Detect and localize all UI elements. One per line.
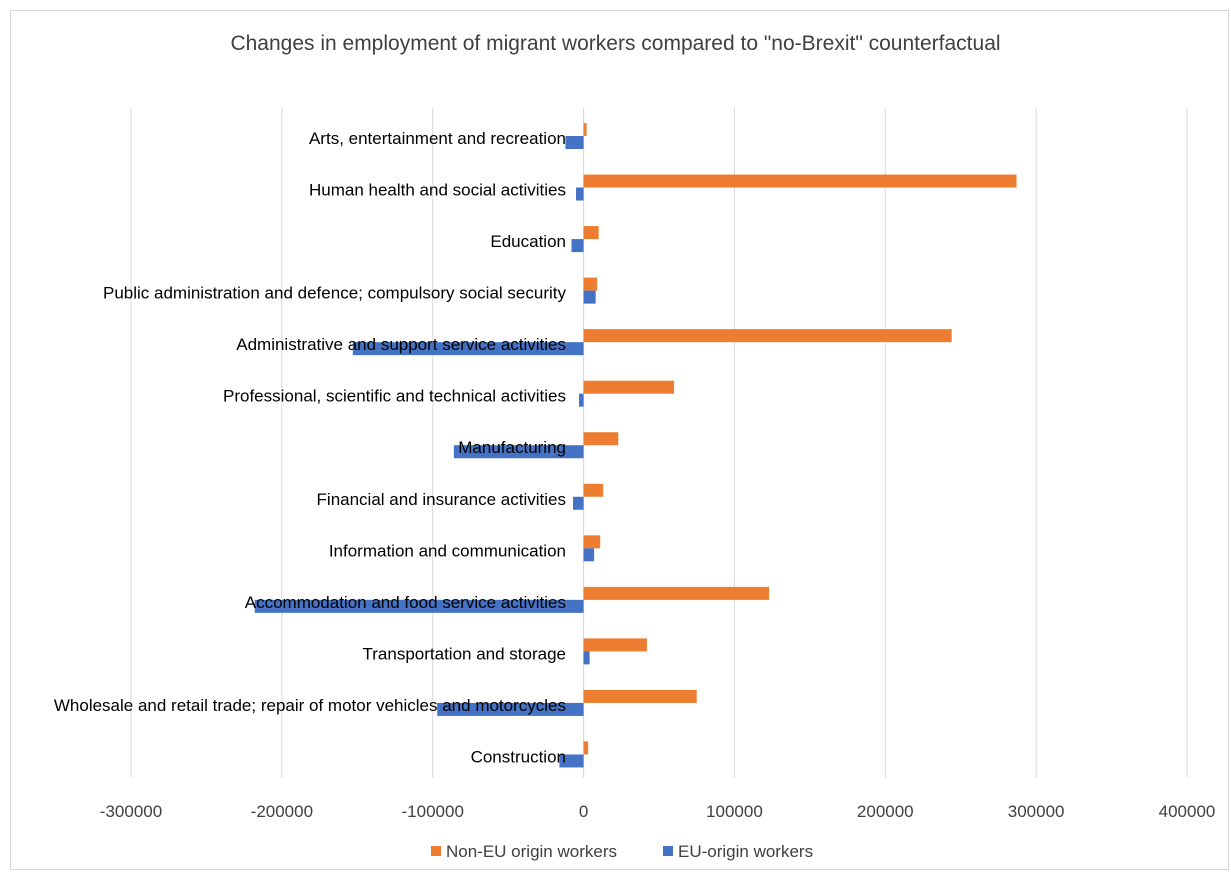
- eu-bar: [254, 599, 584, 613]
- non-eu-bar: [583, 174, 1017, 188]
- legend-label: EU-origin workers: [678, 842, 813, 861]
- category-labels: Arts, entertainment and recreation Human …: [54, 129, 567, 766]
- category-label: Administrative and support service activ…: [236, 335, 566, 354]
- bars: [254, 123, 1017, 768]
- eu-bar: [565, 136, 584, 149]
- category-label: Construction: [471, 747, 566, 766]
- x-tick-label: -100000: [402, 802, 464, 821]
- category-label: Public administration and defence; compu…: [103, 284, 567, 303]
- eu-bar: [583, 651, 590, 665]
- category-label: Accommodation and food service activitie…: [245, 593, 566, 612]
- non-eu-bar: [583, 483, 604, 497]
- category-label: Education: [490, 232, 566, 251]
- x-tick-label: 100000: [706, 802, 763, 821]
- category-label: Transportation and storage: [363, 644, 567, 663]
- eu-bar: [352, 342, 584, 356]
- eu-bar: [576, 187, 584, 201]
- eu-bar: [583, 548, 595, 562]
- category-label: Financial and insurance activities: [317, 490, 566, 509]
- x-axis-ticks: -300000 -200000 -100000 0 100000 200000 300000…: [100, 802, 1216, 821]
- eu-bar: [453, 445, 584, 459]
- legend-label: Non-EU origin workers: [446, 842, 617, 861]
- eu-bar: [583, 290, 596, 304]
- x-tick-label: 400000: [1159, 802, 1216, 821]
- non-eu-bar: [583, 277, 598, 291]
- non-eu-bar: [583, 689, 697, 703]
- eu-bar: [559, 754, 584, 768]
- category-label: Information and communication: [329, 541, 566, 560]
- category-label: Arts, entertainment and recreation: [309, 129, 566, 148]
- x-tick-label: -300000: [100, 802, 162, 821]
- x-tick-label: -200000: [251, 802, 313, 821]
- non-eu-bar: [583, 586, 770, 600]
- legend-swatch: [431, 846, 441, 856]
- non-eu-bar: [583, 741, 589, 755]
- chart-frame: [10, 10, 1229, 870]
- legend: Non-EU origin workers EU-origin workers: [431, 842, 813, 861]
- non-eu-bar: [583, 329, 952, 343]
- non-eu-bar: [583, 535, 601, 549]
- category-label: Wholesale and retail trade; repair of mo…: [54, 696, 566, 715]
- x-tick-label: 300000: [1008, 802, 1065, 821]
- x-tick-label: 0: [579, 802, 588, 821]
- eu-bar: [573, 496, 584, 510]
- eu-bar: [437, 702, 584, 716]
- category-label: Professional, scientific and technical a…: [223, 387, 566, 406]
- non-eu-bar: [583, 226, 599, 240]
- non-eu-bar: [583, 638, 647, 652]
- non-eu-bar: [583, 380, 675, 394]
- category-label: Manufacturing: [458, 438, 566, 457]
- x-tick-label: 200000: [857, 802, 914, 821]
- eu-bar: [579, 393, 584, 407]
- gridlines: [130, 108, 1188, 778]
- non-eu-bar: [583, 432, 619, 446]
- category-label: Human health and social activities: [309, 181, 566, 200]
- legend-swatch: [663, 846, 673, 856]
- non-eu-bar: [583, 123, 587, 136]
- chart-title: Changes in employment of migrant workers…: [230, 32, 1001, 55]
- eu-bar: [571, 239, 584, 253]
